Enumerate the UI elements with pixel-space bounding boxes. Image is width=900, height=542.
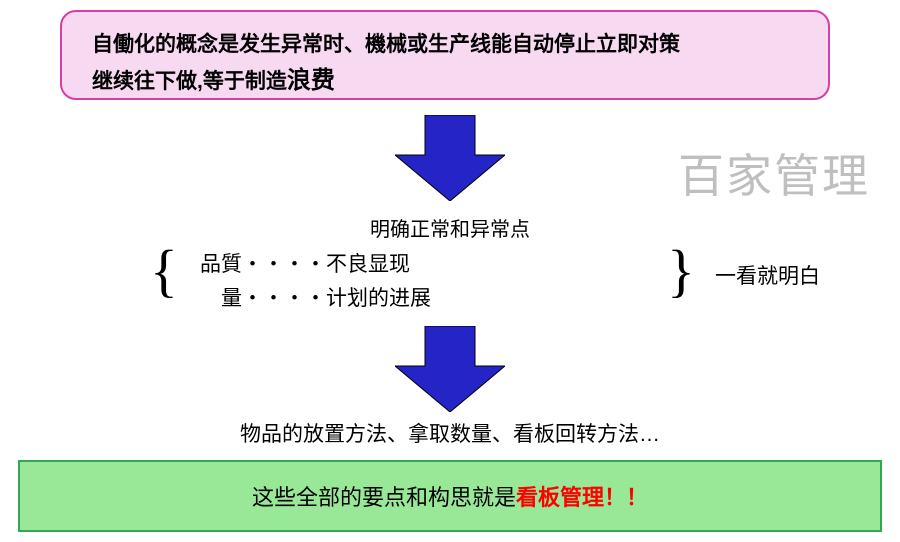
heading-clarify: 明确正常和异常点 xyxy=(0,213,900,242)
concept-line1: 自働化的概念是发生异常时、機械或生产线能自动停止立即对策 xyxy=(92,28,798,62)
conclusion-marks: ！！ xyxy=(604,485,648,510)
down-arrow-1 xyxy=(395,115,505,201)
bottom-methods-line: 物品的放置方法、拿取数量、看板回转方法… xyxy=(0,418,900,448)
concept-box: 自働化的概念是发生异常时、機械或生产线能自动停止立即对策 继续往下做,等于制造浪… xyxy=(60,10,830,100)
down-arrow-2 xyxy=(395,326,505,412)
brace-content: 品質・・・・不良显现 量・・・・计划的进展 xyxy=(200,248,431,315)
brace-right-label: 一看就明白 xyxy=(715,260,820,290)
brace-left: { xyxy=(150,242,178,300)
watermark-text: 百家管理 xyxy=(678,140,870,206)
emph-waste: 浪费 xyxy=(287,67,335,94)
conclusion-accent: 看板管理 xyxy=(516,485,604,510)
brace-right: } xyxy=(667,242,695,300)
brace-row-2: 量・・・・计划的进展 xyxy=(200,282,431,316)
brace-section: { 品質・・・・不良显现 量・・・・计划的进展 } 一看就明白 xyxy=(0,240,900,320)
brace-row-1: 品質・・・・不良显现 xyxy=(200,248,431,282)
conclusion-prefix: 这些全部的要点和构思就是 xyxy=(252,485,516,510)
concept-line2: 继续往下做,等于制造浪费 xyxy=(92,62,798,100)
conclusion-box: 这些全部的要点和构思就是看板管理！！ xyxy=(18,460,882,532)
